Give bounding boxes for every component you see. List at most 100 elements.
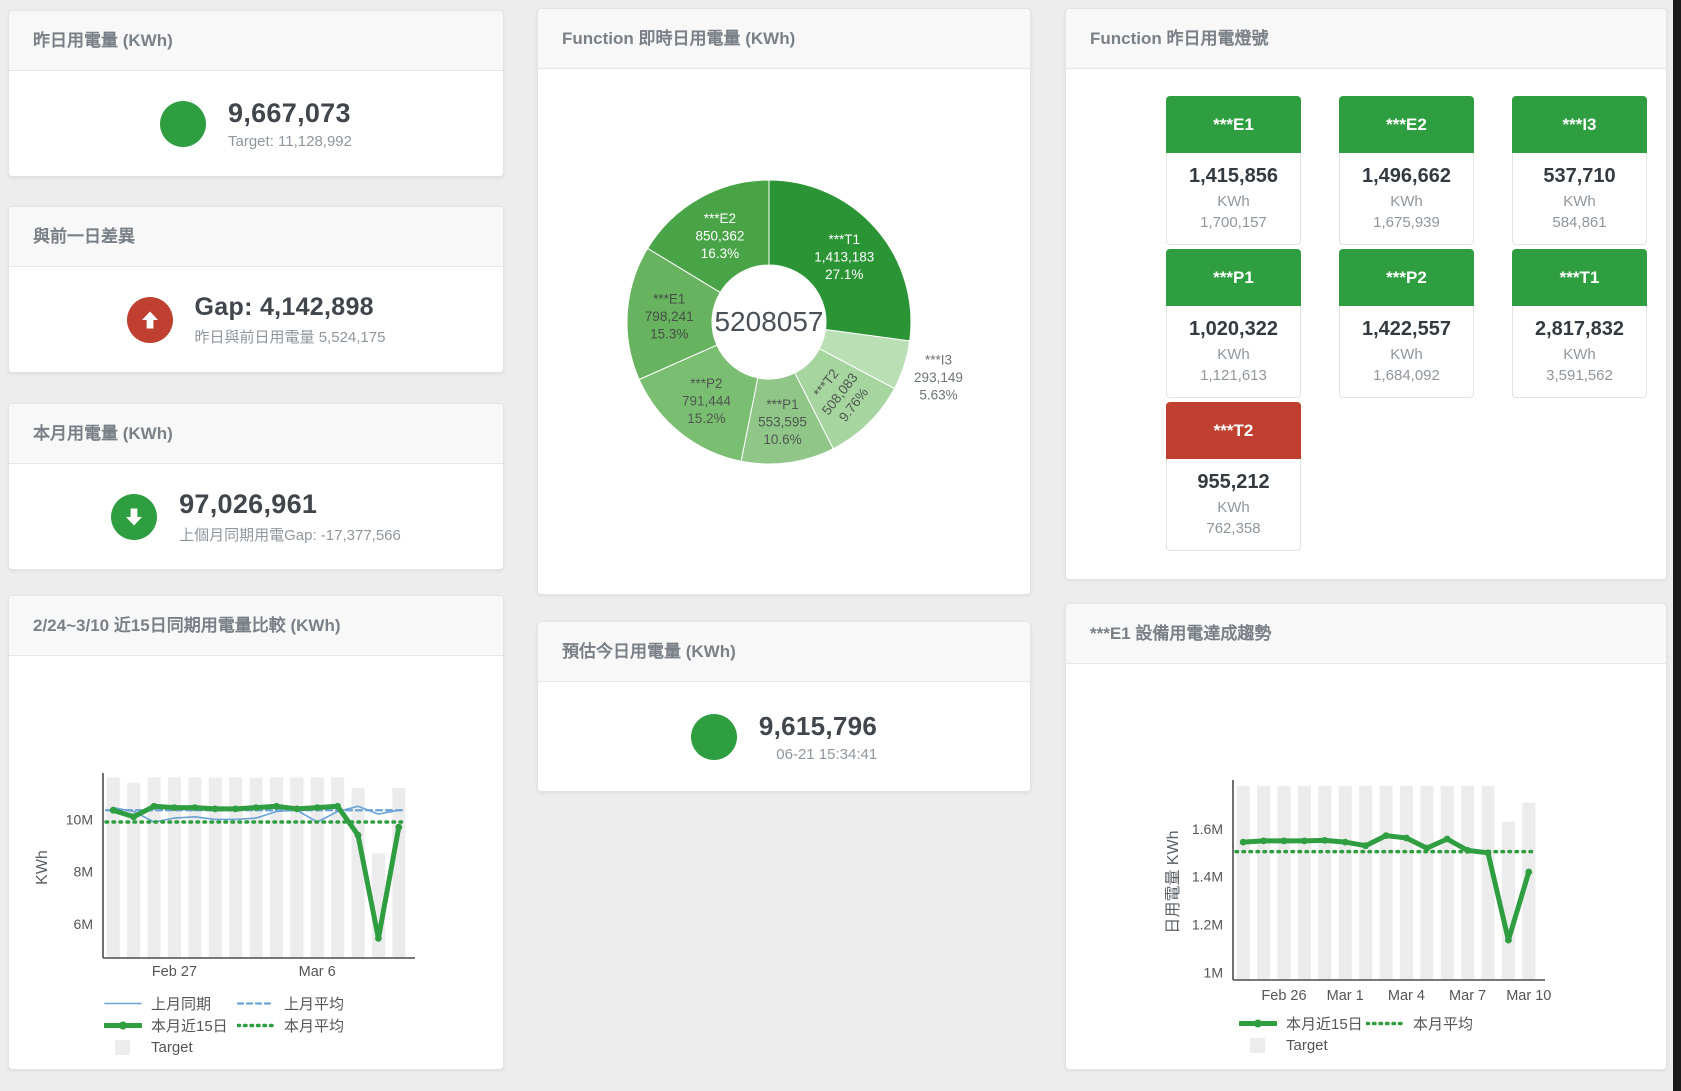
svg-text:***T1: ***T1 xyxy=(829,232,861,247)
target-bar xyxy=(1277,785,1291,980)
legend-item-上月同期[interactable]: 上月同期 xyxy=(104,993,237,1014)
legend-label: 上月同期 xyxy=(151,995,212,1013)
target-bar xyxy=(1440,785,1454,980)
target-bar xyxy=(1399,785,1413,980)
tile-unit: KWh xyxy=(1217,193,1250,210)
series-marker xyxy=(334,802,341,810)
legend-target-swatch xyxy=(1250,1037,1265,1053)
function-tile-E2: ***E2 1,496,662 KWh 1,675,939 xyxy=(1339,96,1474,245)
legend-target-swatch xyxy=(115,1039,130,1055)
legend-item-本月近15日[interactable]: 本月近15日 xyxy=(1239,1013,1366,1034)
arrow-up-icon xyxy=(126,296,173,343)
x-tick-label: Feb 27 xyxy=(152,964,197,980)
card-yesterday-lights-title: Function 昨日用電燈號 xyxy=(1066,9,1666,69)
status-circle-green-icon xyxy=(690,713,737,760)
legend-label: 本月平均 xyxy=(284,1017,345,1035)
forecast-today-value: 9,615,796 xyxy=(758,710,878,741)
x-tick-label: Mar 4 xyxy=(1388,988,1425,1004)
target-bar xyxy=(310,777,324,958)
y-tick-label: 10M xyxy=(66,811,93,827)
legend-item-本月近15日[interactable]: 本月近15日 xyxy=(104,1015,237,1036)
tile-label: ***P1 xyxy=(1166,249,1301,306)
target-bar xyxy=(1338,785,1352,980)
series-marker xyxy=(395,823,403,831)
card-realtime-donut-title: Function 即時日用電量 (KWh) xyxy=(538,9,1030,69)
legend-line-sample xyxy=(104,1002,142,1004)
legend-item-本月平均[interactable]: 本月平均 xyxy=(237,1015,370,1036)
target-bar xyxy=(1359,785,1373,980)
legend-item-Target[interactable]: Target xyxy=(104,1039,237,1056)
donut-segment-label: ***T1 1,413,183 27.1% xyxy=(814,232,874,282)
x-tick-label: Mar 6 xyxy=(299,964,336,980)
legend-label: 本月近15日 xyxy=(151,1017,228,1035)
series-line-上月同期 xyxy=(112,805,400,823)
donut-segment-E1[interactable] xyxy=(626,247,721,381)
target-bar xyxy=(1481,785,1495,980)
y-tick-label: 1M xyxy=(1204,964,1223,980)
tile-target: 1,121,613 xyxy=(1200,367,1267,384)
legend-item-上月平均[interactable]: 上月平均 xyxy=(237,993,370,1014)
legend-line-sample xyxy=(237,1023,275,1027)
series-marker xyxy=(191,804,199,811)
card-gap-prev-day: 與前一日差異 Gap: 4,142,898 昨日與前日用電量 5,524,175 xyxy=(8,206,504,373)
legend-line-sample xyxy=(237,1001,275,1005)
tile-value: 1,422,557 xyxy=(1362,318,1451,340)
series-marker xyxy=(1301,837,1308,845)
series-marker xyxy=(232,805,240,813)
target-bar xyxy=(1257,785,1271,980)
target-bar xyxy=(1297,785,1311,980)
series-marker xyxy=(211,805,219,813)
x-tick-label: Mar 1 xyxy=(1327,988,1364,1004)
y-axis-title: 日用電量 KWh xyxy=(1165,830,1182,933)
legend-item-Target[interactable]: Target xyxy=(1239,1037,1366,1054)
svg-text:***P1: ***P1 xyxy=(766,397,798,412)
series-marker xyxy=(1260,837,1267,845)
card-15day-compare: 2/24~3/10 近15日同期用電量比較 (KWh) 6M 8M 10M Feb 2… xyxy=(8,595,504,1070)
series-marker xyxy=(130,813,137,821)
tile-target: 584,861 xyxy=(1552,214,1607,231)
svg-text:***E1: ***E1 xyxy=(653,292,685,307)
tile-label: ***T1 xyxy=(1512,249,1647,306)
donut-segment-T1[interactable] xyxy=(768,179,912,342)
compare-chart-legend: 上月同期 上月平均 本月近15日 本月平均 Target xyxy=(104,992,370,1058)
target-bar xyxy=(290,777,304,958)
month-usage-value: 97,026,961 xyxy=(179,488,318,519)
series-marker xyxy=(1484,849,1492,857)
legend-item-本月平均[interactable]: 本月平均 xyxy=(1366,1013,1493,1034)
target-bar xyxy=(1236,785,1250,980)
series-marker xyxy=(171,804,178,811)
donut-segment-label: ***I3 293,149 5.63% xyxy=(914,352,963,402)
target-bar xyxy=(1379,785,1393,980)
tile-body: 2,817,832 KWh 3,591,562 xyxy=(1512,306,1647,398)
series-marker xyxy=(1505,936,1512,944)
tile-label: ***P2 xyxy=(1339,249,1474,306)
series-marker xyxy=(1280,837,1288,845)
function-tile-T2: ***T2 955,212 KWh 762,358 xyxy=(1166,402,1301,551)
legend-label: 本月平均 xyxy=(1413,1015,1474,1033)
realtime-usage-donut-chart: ***T1 1,413,183 27.1% ***I3 293,149 5.63% ***T… xyxy=(626,179,963,465)
card-realtime-donut: Function 即時日用電量 (KWh) ***T1 1,413,183 27.1… xyxy=(537,8,1031,595)
tile-body: 1,415,856 KWh 1,700,157 xyxy=(1166,153,1301,245)
svg-text:***I3: ***I3 xyxy=(925,352,952,367)
target-bar xyxy=(331,777,345,958)
card-forecast-today: 預估今日用電量 (KWh) 9,615,796 06-21 15:34:41 xyxy=(537,621,1031,792)
donut-segment-E2[interactable] xyxy=(646,179,770,294)
x-tick-label: Mar 7 xyxy=(1449,988,1486,1004)
target-bar xyxy=(127,782,141,958)
series-marker xyxy=(1423,844,1431,852)
window-edge-strip xyxy=(1673,0,1681,1091)
function-status-tiles: ***E1 1,415,856 KWh 1,700,157 ***E2 1,496,662… xyxy=(1166,96,1647,551)
tile-label: ***E2 xyxy=(1339,96,1474,153)
series-marker xyxy=(1362,842,1369,850)
yesterday-usage-value: 9,667,073 xyxy=(228,97,351,128)
y-tick-label: 1.6M xyxy=(1192,821,1223,837)
tile-value: 1,415,856 xyxy=(1189,165,1278,187)
tile-unit: KWh xyxy=(1390,346,1423,363)
forecast-timestamp: 06-21 15:34:41 xyxy=(776,745,878,763)
donut-segment-P2[interactable] xyxy=(638,344,759,462)
tile-value: 537,710 xyxy=(1543,165,1616,187)
legend-label: Target xyxy=(151,1038,193,1056)
target-bar xyxy=(1318,785,1332,980)
tile-unit: KWh xyxy=(1217,346,1250,363)
